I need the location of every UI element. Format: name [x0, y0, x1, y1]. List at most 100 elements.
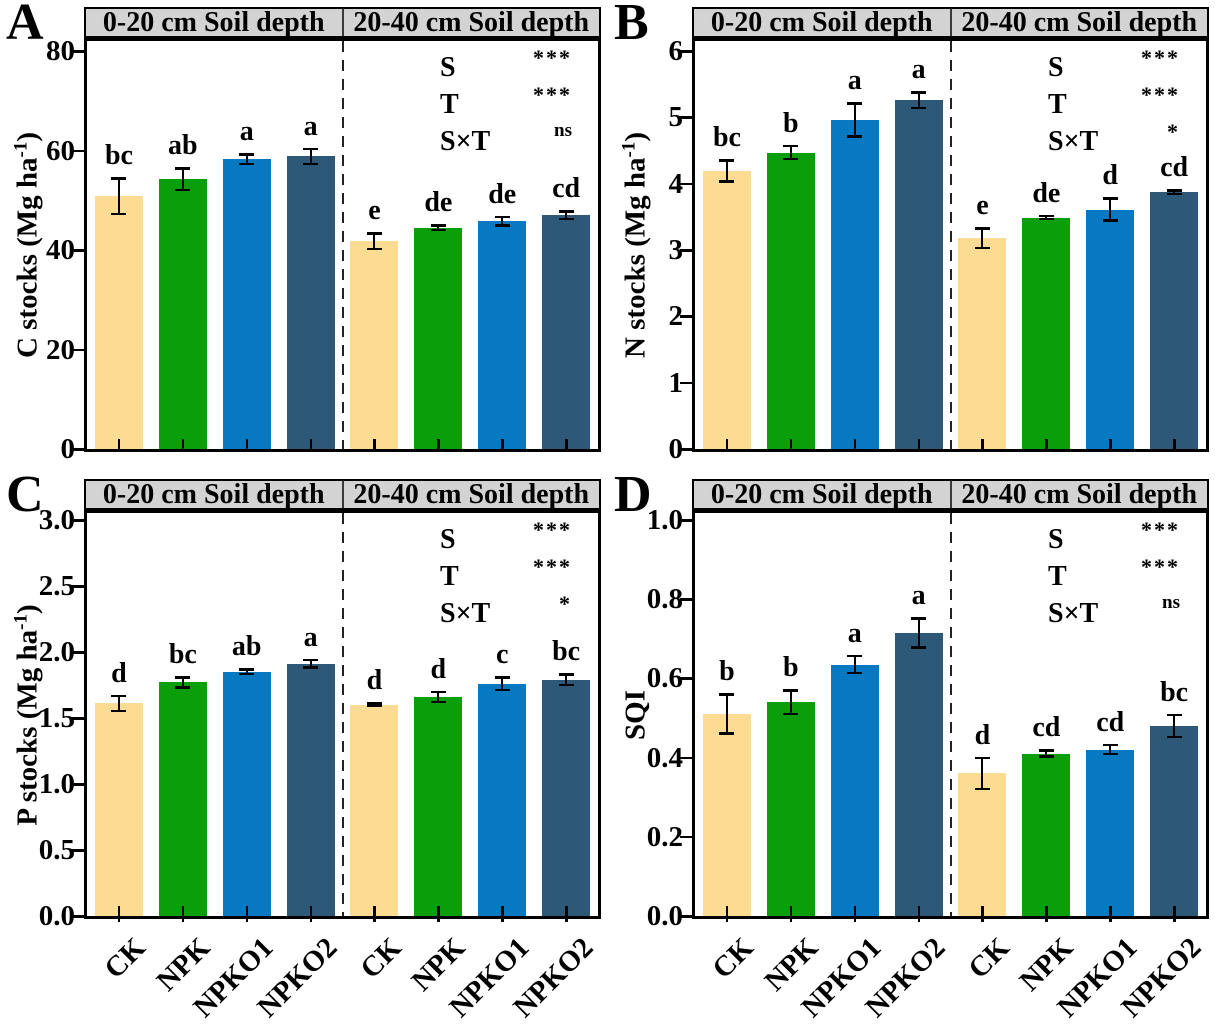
bar-npko1	[478, 683, 527, 916]
anova-factor: T	[440, 89, 459, 120]
y-tick-label: 5	[668, 101, 684, 134]
x-tick	[245, 906, 249, 922]
error-bar-cap-bottom	[911, 646, 927, 649]
y-tick	[680, 50, 692, 53]
anova-level: ns	[554, 120, 572, 141]
bar-npk	[158, 179, 207, 449]
anova-level: ***	[1141, 517, 1180, 542]
header-divider-line	[949, 481, 952, 508]
error-bar-cap-top	[974, 227, 990, 230]
y-tick-label: 60	[46, 134, 75, 167]
y-axis-label: SQI	[620, 690, 652, 740]
error-bar-cap-bottom	[719, 732, 735, 735]
x-tick	[565, 439, 568, 449]
significance-letter: a	[303, 110, 318, 142]
y-tick-label: 1.0	[38, 768, 75, 800]
x-tick-label-ck: CK	[98, 931, 153, 985]
y-tick	[680, 915, 692, 918]
error-bar-cap-bottom	[366, 704, 382, 708]
significance-letter: bc	[168, 639, 197, 671]
bar-npko2	[1150, 725, 1199, 916]
error-bar-cap-bottom	[974, 787, 990, 791]
error-bar	[501, 677, 504, 691]
error-bar-cap-top	[303, 658, 319, 662]
significance-letter: d	[111, 657, 127, 689]
y-tick	[72, 585, 84, 588]
error-bar-cap-top	[366, 702, 382, 705]
significance-letter: bc	[712, 122, 741, 154]
depth-header-band: 0-20 cm Soil depth 20-40 cm Soil depth	[692, 7, 1209, 38]
bar-npko1	[1086, 749, 1135, 916]
y-tick	[72, 249, 84, 252]
depth-header-1: 20-40 cm Soil depth	[353, 478, 590, 510]
y-tick-label: 20	[46, 333, 75, 366]
error-bar	[309, 659, 312, 668]
panel-letter: B	[614, 0, 649, 51]
error-bar-cap-bottom	[494, 224, 510, 227]
error-bar	[917, 92, 920, 109]
x-tick	[181, 906, 185, 922]
error-bar-cap-bottom	[1102, 752, 1118, 756]
anova-factor: S×T	[440, 126, 491, 157]
error-bar-cap-bottom	[974, 246, 990, 249]
x-tick	[373, 906, 376, 922]
header-divider-line	[341, 481, 344, 508]
significance-letter: a	[303, 621, 318, 653]
error-bar-cap-top	[1038, 749, 1054, 752]
y-tick-label: 3.0	[38, 504, 75, 536]
y-tick	[72, 448, 84, 451]
y-axis-label-superscript: -1	[618, 141, 640, 158]
error-bar-cap-bottom	[494, 688, 510, 692]
anova-row: S×T *	[440, 591, 572, 636]
error-bar-cap-bottom	[719, 180, 735, 183]
y-tick-label: 0.2	[646, 820, 683, 853]
y-tick	[72, 717, 84, 720]
error-bar-cap-bottom	[783, 157, 799, 161]
depth-header-0: 0-20 cm Soil depth	[102, 478, 325, 510]
error-bar-cap-top	[494, 215, 510, 219]
y-tick	[680, 249, 692, 252]
y-tick	[72, 50, 84, 53]
error-bar	[1045, 750, 1048, 757]
error-bar	[1109, 198, 1112, 221]
x-tick	[917, 906, 921, 922]
error-bar-cap-bottom	[847, 671, 863, 675]
header-divider-line	[949, 9, 952, 36]
bar-npko2	[286, 663, 335, 916]
depth-header-1: 20-40 cm Soil depth	[961, 478, 1198, 510]
error-bar	[181, 677, 184, 688]
error-bar-cap-bottom	[366, 247, 382, 250]
y-tick	[680, 381, 692, 385]
y-tick	[72, 849, 84, 852]
error-bar	[725, 160, 728, 182]
x-tick	[981, 439, 984, 449]
anova-factor: S×T	[1048, 598, 1099, 629]
significance-letter: c	[495, 639, 509, 671]
anova-row: S×T ns	[1048, 592, 1180, 636]
anova-level: *	[559, 591, 572, 616]
significance-letter: cd	[1096, 706, 1125, 738]
bar-npko2	[894, 100, 943, 449]
bar-ck	[94, 196, 143, 449]
significance-letter: a	[239, 116, 254, 148]
error-bar	[1109, 744, 1112, 755]
error-bar	[309, 148, 312, 165]
y-tick	[680, 677, 692, 680]
anova-factor: S	[440, 52, 456, 83]
anova-factor: T	[1048, 89, 1067, 120]
y-tick	[680, 835, 692, 839]
significance-letter: d	[366, 665, 383, 697]
y-tick	[680, 116, 692, 119]
anova-row: S×T ns	[440, 120, 572, 164]
error-bar-cap-bottom	[1038, 217, 1054, 221]
panel-c: C 0-20 cm Soil depth 20-40 cm Soil depth S *…	[0, 466, 607, 1024]
error-bar-cap-top	[558, 673, 574, 676]
bar-npk	[414, 227, 463, 449]
error-bar-cap-top	[111, 694, 127, 698]
error-bar-cap-bottom	[430, 228, 446, 232]
x-tick	[853, 906, 857, 922]
y-tick-label: 1.5	[38, 702, 75, 734]
significance-letter: bc	[1160, 676, 1189, 708]
significance-letter: cd	[1032, 712, 1061, 744]
panel-letter: C	[6, 466, 44, 523]
